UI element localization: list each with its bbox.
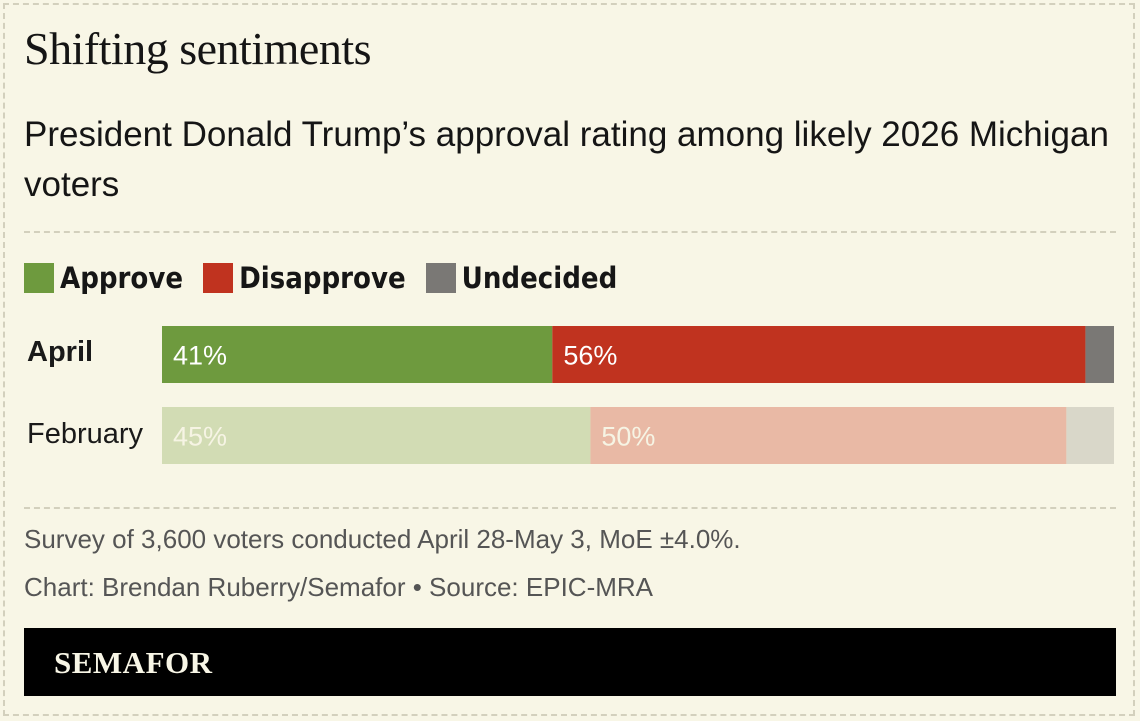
legend-swatch-undecided — [425, 263, 456, 293]
brand-footer: SEMAFOR — [24, 628, 1116, 696]
chart-subtitle: President Donald Trump’s approval rating… — [24, 115, 1109, 204]
legend-swatch-disapprove — [203, 263, 234, 293]
legend-item-undecided: Undecided — [425, 261, 618, 295]
data-label-april-approve: 41% — [173, 341, 227, 371]
chart-frame — [3, 3, 1135, 716]
bar-february-disapprove — [590, 407, 1067, 464]
survey-note: Survey of 3,600 voters conducted April 2… — [24, 524, 741, 554]
bar-february-approve — [162, 407, 591, 464]
bar-april-disapprove — [552, 326, 1086, 383]
legend-swatch-approve — [24, 263, 54, 293]
legend-label-disapprove: Disapprove — [239, 261, 406, 295]
row-label-april: April — [27, 336, 94, 368]
bar-april-undecided — [1085, 326, 1114, 383]
row-label-february: February — [27, 418, 144, 450]
data-label-april-disapprove: 56% — [563, 341, 617, 371]
legend-label-undecided: Undecided — [461, 261, 618, 295]
chart-title: Shifting sentiments — [24, 23, 372, 74]
bottom-divider — [24, 507, 1116, 509]
bar-february-undecided — [1066, 407, 1114, 464]
legend-item-approve: Approve — [24, 261, 183, 295]
legend: Approve Disapprove Undecided — [24, 260, 637, 296]
bar-april-approve — [162, 326, 553, 383]
legend-item-disapprove: Disapprove — [203, 261, 406, 295]
source-credit: Chart: Brendan Ruberry/Semafor • Source:… — [24, 572, 654, 602]
semafor-logo: SEMAFOR — [54, 645, 213, 680]
data-label-february-disapprove: 50% — [601, 422, 655, 452]
data-label-february-approve: 45% — [173, 422, 227, 452]
legend-label-approve: Approve — [60, 261, 184, 295]
top-divider — [24, 231, 1116, 233]
